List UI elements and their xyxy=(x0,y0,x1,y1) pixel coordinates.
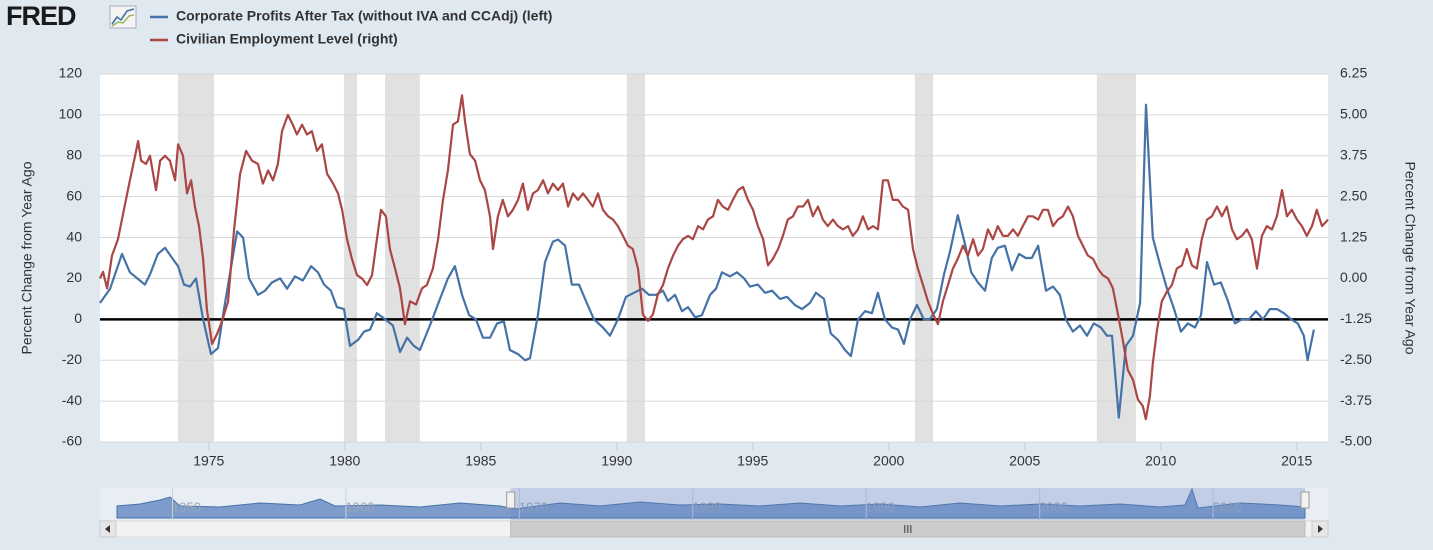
navigator-label: 1990 xyxy=(866,499,895,514)
recession-band xyxy=(914,74,934,442)
y2-tick-label: 6.25 xyxy=(1340,65,1367,81)
y2-tick-label: 1.25 xyxy=(1340,228,1367,244)
logo-icon xyxy=(109,5,137,29)
x-tick-label: 2010 xyxy=(1145,453,1176,469)
navigator-series xyxy=(116,487,1306,519)
y2-tick-label: -5.00 xyxy=(1340,433,1372,449)
x-tick-label: 1985 xyxy=(465,453,496,469)
x-tick-label: 1995 xyxy=(737,453,768,469)
recession-band xyxy=(343,74,358,442)
navigator-label: 1950 xyxy=(172,499,201,514)
series-layer xyxy=(99,94,1329,421)
y-tick-label: 20 xyxy=(66,269,82,285)
logo[interactable]: FRED xyxy=(6,1,77,31)
navigator-handle[interactable] xyxy=(1300,491,1310,509)
y2-tick-label: 2.50 xyxy=(1340,187,1367,203)
navigator[interactable] xyxy=(100,487,1328,520)
navigator-label: 1980 xyxy=(692,499,721,514)
y-tick-label: 100 xyxy=(59,106,83,122)
navigator-label: 1970 xyxy=(519,499,548,514)
legend-label[interactable]: Corporate Profits After Tax (without IVA… xyxy=(176,8,552,24)
navigator-label: 1960 xyxy=(345,499,374,514)
navigator-handle[interactable] xyxy=(506,491,516,509)
series-line xyxy=(99,103,1315,419)
y2-tick-label: -2.50 xyxy=(1340,351,1372,367)
x-tick-label: 2015 xyxy=(1281,453,1312,469)
y2-tick-label: 5.00 xyxy=(1340,106,1367,122)
y-tick-label: 80 xyxy=(66,146,82,162)
x-tick-label: 2000 xyxy=(873,453,904,469)
x-tick-label: 1990 xyxy=(601,453,632,469)
recession-band xyxy=(385,74,420,442)
y-tick-label: 60 xyxy=(66,187,82,203)
navigator-selection xyxy=(510,488,1305,520)
y2-axis-title: Percent Change from Year Ago xyxy=(1402,161,1418,354)
navigator-label: 2010 xyxy=(1213,499,1242,514)
y-tick-label: 0 xyxy=(74,310,82,326)
recession-band xyxy=(178,74,214,442)
navigator-overlay: 1950 1960 1970 1980 1990 2000 2010 xyxy=(99,488,1329,538)
y2-tick-label: -1.25 xyxy=(1340,310,1372,326)
x-tick-label: 1980 xyxy=(329,453,360,469)
x-tick-label: 1975 xyxy=(193,453,224,469)
y2-tick-label: 3.75 xyxy=(1340,146,1367,162)
y-tick-label: 120 xyxy=(59,65,83,81)
scroll-left-arrow xyxy=(105,525,110,533)
series-line xyxy=(99,94,1329,421)
grid-layer: -60 -40 -20 0 20 40 60 80 100 120 -5.00 -3.75 -2.50 -… xyxy=(59,65,1372,469)
y-tick-label: -20 xyxy=(62,351,82,367)
scroll-right-arrow xyxy=(1318,525,1323,533)
y2-tick-label: -3.75 xyxy=(1340,392,1372,408)
y-axis-title: Percent Change from Year Ago xyxy=(19,161,35,354)
y2-tick-label: 0.00 xyxy=(1340,269,1367,285)
legend-label[interactable]: Civilian Employment Level (right) xyxy=(176,31,398,47)
y-tick-label: 40 xyxy=(66,228,82,244)
plot-area xyxy=(100,74,1328,442)
navigator-label: 2000 xyxy=(1039,499,1068,514)
y-tick-label: -40 xyxy=(62,392,82,408)
y-tick-label: -60 xyxy=(62,433,82,449)
x-tick-label: 2005 xyxy=(1009,453,1040,469)
